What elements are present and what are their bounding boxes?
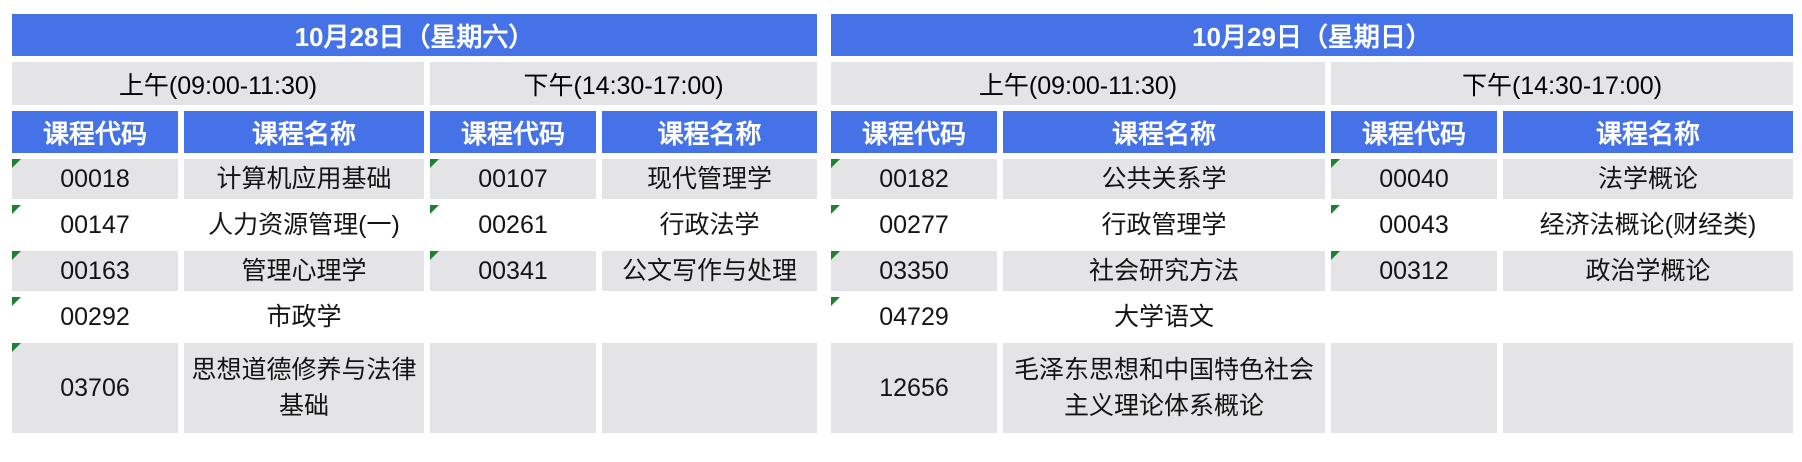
course-code: 00040 bbox=[1379, 164, 1449, 193]
error-flag-icon bbox=[430, 251, 439, 260]
course-code-cell[interactable]: 04729 bbox=[831, 297, 997, 337]
course-code-cell[interactable]: 00040 bbox=[1331, 159, 1497, 199]
course-name-cell[interactable]: 人力资源管理(一) bbox=[184, 205, 424, 245]
error-flag-icon bbox=[430, 159, 439, 168]
table-row: 04729 大学语文 bbox=[831, 297, 1793, 337]
error-flag-icon bbox=[430, 205, 439, 214]
table-row: 12656 毛泽东思想和中国特色社会主义理论体系概论 bbox=[831, 343, 1793, 433]
course-code-cell[interactable]: 00292 bbox=[12, 297, 178, 337]
course-name-cell[interactable] bbox=[602, 297, 817, 337]
day1-table: 10月28日（星期六） 上午(09:00-11:30) 下午(14:30-17:… bbox=[6, 8, 823, 439]
day2-session-pm[interactable]: 下午(14:30-17:00) bbox=[1331, 62, 1793, 105]
course-code: 00107 bbox=[478, 164, 548, 193]
table-row: 00163 管理心理学 00341 公文写作与处理 bbox=[12, 251, 817, 291]
course-name-cell[interactable] bbox=[1503, 343, 1793, 433]
course-name-cell[interactable]: 管理心理学 bbox=[184, 251, 424, 291]
course-code-cell[interactable] bbox=[1331, 343, 1497, 433]
course-code: 00147 bbox=[60, 210, 130, 239]
table-row: 00292 市政学 bbox=[12, 297, 817, 337]
day2-pm-name-header[interactable]: 课程名称 bbox=[1503, 111, 1793, 153]
course-code: 00341 bbox=[478, 256, 548, 285]
error-flag-icon bbox=[831, 159, 840, 168]
error-flag-icon bbox=[1331, 159, 1340, 168]
exam-schedule: 10月28日（星期六） 上午(09:00-11:30) 下午(14:30-17:… bbox=[6, 8, 1799, 439]
course-code: 00277 bbox=[879, 210, 949, 239]
course-name-cell[interactable]: 计算机应用基础 bbox=[184, 159, 424, 199]
day1-am-code-header[interactable]: 课程代码 bbox=[12, 111, 178, 153]
error-flag-icon bbox=[12, 343, 21, 352]
course-code: 00261 bbox=[478, 210, 548, 239]
course-name-cell[interactable]: 毛泽东思想和中国特色社会主义理论体系概论 bbox=[1003, 343, 1325, 433]
error-flag-icon bbox=[12, 297, 21, 306]
course-code-cell[interactable]: 12656 bbox=[831, 343, 997, 433]
course-code-cell[interactable]: 00312 bbox=[1331, 251, 1497, 291]
course-name-cell[interactable]: 大学语文 bbox=[1003, 297, 1325, 337]
day2-table: 10月29日（星期日） 上午(09:00-11:30) 下午(14:30-17:… bbox=[825, 8, 1799, 439]
course-code: 00018 bbox=[60, 164, 130, 193]
error-flag-icon bbox=[1331, 251, 1340, 260]
table-row: 00147 人力资源管理(一) 00261 行政法学 bbox=[12, 205, 817, 245]
error-flag-icon bbox=[831, 205, 840, 214]
error-flag-icon bbox=[12, 251, 21, 260]
day1-am-name-header[interactable]: 课程名称 bbox=[184, 111, 424, 153]
course-code-cell[interactable]: 03706 bbox=[12, 343, 178, 433]
table-row: 00018 计算机应用基础 00107 现代管理学 bbox=[12, 159, 817, 199]
course-code: 00163 bbox=[60, 256, 130, 285]
day2-pm-code-header[interactable]: 课程代码 bbox=[1331, 111, 1497, 153]
day2-am-code-header[interactable]: 课程代码 bbox=[831, 111, 997, 153]
course-name-cell[interactable] bbox=[602, 343, 817, 433]
day1-pm-name-header[interactable]: 课程名称 bbox=[602, 111, 817, 153]
course-code: 03706 bbox=[60, 373, 130, 402]
course-code-cell[interactable]: 00341 bbox=[430, 251, 596, 291]
course-name-cell[interactable]: 行政法学 bbox=[602, 205, 817, 245]
course-name-cell[interactable]: 政治学概论 bbox=[1503, 251, 1793, 291]
table-row: 03706 思想道德修养与法律基础 bbox=[12, 343, 817, 433]
course-name-cell[interactable]: 市政学 bbox=[184, 297, 424, 337]
course-name-cell[interactable]: 经济法概论(财经类) bbox=[1503, 205, 1793, 245]
table-row: 03350 社会研究方法 00312 政治学概论 bbox=[831, 251, 1793, 291]
course-code-cell[interactable]: 00182 bbox=[831, 159, 997, 199]
table-row: 00182 公共关系学 00040 法学概论 bbox=[831, 159, 1793, 199]
course-code: 00043 bbox=[1379, 210, 1449, 239]
day2-am-name-header[interactable]: 课程名称 bbox=[1003, 111, 1325, 153]
course-code-cell[interactable]: 00018 bbox=[12, 159, 178, 199]
course-code-cell[interactable]: 00163 bbox=[12, 251, 178, 291]
error-flag-icon bbox=[12, 159, 21, 168]
course-name-cell[interactable]: 行政管理学 bbox=[1003, 205, 1325, 245]
day2-session-am[interactable]: 上午(09:00-11:30) bbox=[831, 62, 1325, 105]
error-flag-icon bbox=[1331, 205, 1340, 214]
course-name-cell[interactable] bbox=[1503, 297, 1793, 337]
course-code: 12656 bbox=[879, 373, 949, 402]
course-code-cell[interactable] bbox=[1331, 297, 1497, 337]
error-flag-icon bbox=[12, 205, 21, 214]
course-name-cell[interactable]: 社会研究方法 bbox=[1003, 251, 1325, 291]
day2-date-header[interactable]: 10月29日（星期日） bbox=[831, 14, 1793, 56]
error-flag-icon bbox=[831, 251, 840, 260]
course-code: 04729 bbox=[879, 302, 949, 331]
course-code-cell[interactable] bbox=[430, 343, 596, 433]
course-name-cell[interactable]: 公共关系学 bbox=[1003, 159, 1325, 199]
course-code: 00182 bbox=[879, 164, 949, 193]
course-code-cell[interactable]: 00107 bbox=[430, 159, 596, 199]
course-code-cell[interactable]: 00277 bbox=[831, 205, 997, 245]
course-code: 00292 bbox=[60, 302, 130, 331]
course-code-cell[interactable]: 03350 bbox=[831, 251, 997, 291]
course-name-cell[interactable]: 法学概论 bbox=[1503, 159, 1793, 199]
course-code: 03350 bbox=[879, 256, 949, 285]
course-code-cell[interactable] bbox=[430, 297, 596, 337]
error-flag-icon bbox=[831, 297, 840, 306]
course-code: 00312 bbox=[1379, 256, 1449, 285]
course-name-cell[interactable]: 现代管理学 bbox=[602, 159, 817, 199]
course-name-cell[interactable]: 思想道德修养与法律基础 bbox=[184, 343, 424, 433]
day1-session-pm[interactable]: 下午(14:30-17:00) bbox=[430, 62, 817, 105]
day1-pm-code-header[interactable]: 课程代码 bbox=[430, 111, 596, 153]
table-row: 00277 行政管理学 00043 经济法概论(财经类) bbox=[831, 205, 1793, 245]
day1-session-am[interactable]: 上午(09:00-11:30) bbox=[12, 62, 424, 105]
course-code-cell[interactable]: 00147 bbox=[12, 205, 178, 245]
course-code-cell[interactable]: 00043 bbox=[1331, 205, 1497, 245]
course-code-cell[interactable]: 00261 bbox=[430, 205, 596, 245]
day1-date-header[interactable]: 10月28日（星期六） bbox=[12, 14, 817, 56]
course-name-cell[interactable]: 公文写作与处理 bbox=[602, 251, 817, 291]
